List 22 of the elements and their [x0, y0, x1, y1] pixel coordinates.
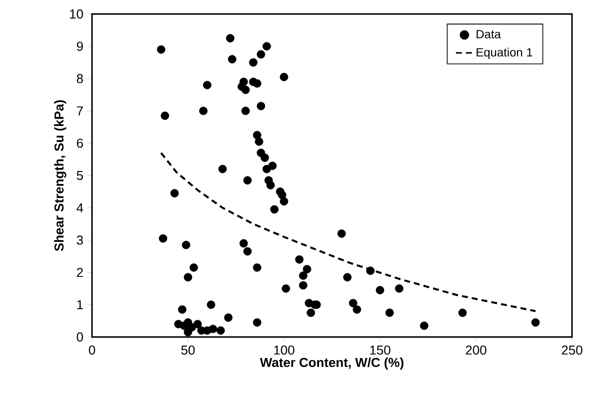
x-tick-label: 200: [466, 346, 486, 355]
y-tick-label: 0: [76, 332, 83, 342]
y-tick-label: 7: [76, 106, 83, 116]
y-tick-label: 2: [76, 268, 83, 277]
y-tick-label: 5: [76, 170, 83, 180]
y-tick-label: 3: [76, 236, 83, 245]
legend-label: Equation 1: [476, 48, 532, 59]
x-axis-title: Water Content, W/C (%): [260, 358, 404, 370]
x-tick-label: 150: [370, 346, 390, 355]
y-axis-title: Shear Strength, Su (kPa): [54, 100, 66, 252]
x-tick-label: 250: [562, 346, 582, 355]
x-tick-label: 0: [88, 346, 96, 355]
y-tick-label: 10: [70, 9, 83, 19]
y-tick-label: 9: [76, 42, 83, 51]
x-tick-label: 100: [274, 346, 294, 355]
y-tick-label: 4: [76, 203, 84, 212]
line-series: [160, 152, 537, 312]
legend-label: Data: [476, 30, 501, 38]
x-tick-label: 50: [181, 346, 195, 355]
y-tick-label: 6: [76, 138, 83, 148]
y-tick-label: 8: [76, 74, 83, 84]
y-tick-label: 1: [77, 300, 83, 310]
